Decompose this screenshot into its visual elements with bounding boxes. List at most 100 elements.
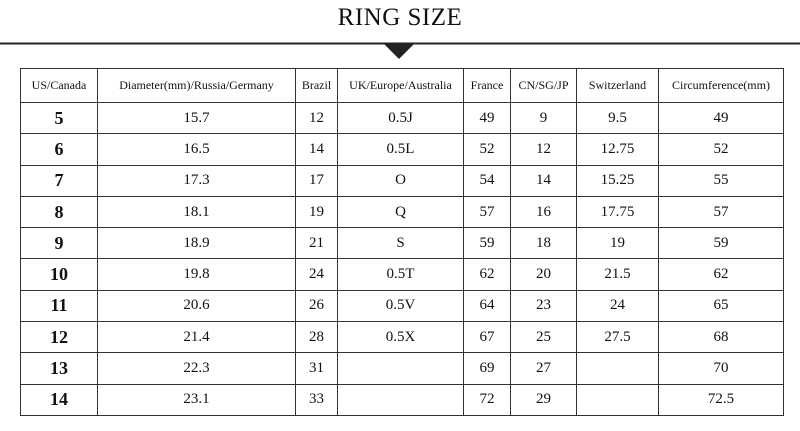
table-cell: 62 — [463, 258, 511, 291]
column-header: CN/SG/JP — [510, 68, 577, 103]
table-cell: 21 — [295, 227, 338, 260]
table-row: 7 17.3 17 O 54 14 15.25 55 — [20, 164, 784, 197]
table-cell: 22.3 — [97, 352, 296, 385]
table-cell: 52 — [658, 133, 784, 166]
table-cell: 72 — [463, 383, 511, 416]
table-cell: 26 — [295, 289, 338, 323]
ring-size: 9 — [20, 227, 98, 260]
column-header: Switzerland — [576, 68, 659, 103]
table-cell — [576, 352, 659, 385]
table-cell: S — [337, 227, 464, 260]
table-cell: 62 — [658, 258, 784, 291]
table-cell: 21.5 — [576, 258, 659, 291]
table-cell: 19.8 — [97, 258, 296, 291]
table-cell: 49 — [463, 101, 511, 135]
table-cell: 65 — [658, 289, 784, 323]
table-cell: 12 — [295, 101, 338, 135]
table-cell: 23 — [510, 289, 577, 323]
ring-size: 8 — [20, 195, 98, 229]
column-header: US/Canada — [20, 68, 98, 103]
ring-size: 5 — [20, 101, 98, 135]
table-cell: 18.9 — [97, 227, 296, 260]
table-cell: 70 — [658, 352, 784, 385]
column-header: France — [463, 68, 511, 103]
table-cell: 14 — [295, 133, 338, 166]
table-cell: 69 — [463, 352, 511, 385]
table-cell: 54 — [463, 164, 511, 197]
table-cell: 18.1 — [97, 195, 296, 229]
table-cell: 14 — [510, 164, 577, 197]
table-cell: 31 — [295, 352, 338, 385]
table-row: 12 21.4 28 0.5X 67 25 27.5 68 — [20, 321, 784, 354]
table-cell: 67 — [463, 321, 511, 354]
ring-size: 10 — [20, 258, 98, 291]
table-row: 9 18.9 21 S 59 18 19 59 — [20, 227, 784, 260]
table-row: 5 15.7 12 0.5J 49 9 9.5 49 — [20, 101, 784, 135]
ring-size: 7 — [20, 164, 98, 197]
table-cell: 24 — [576, 289, 659, 323]
title: RING SIZE — [337, 4, 463, 31]
table-cell: 52 — [463, 133, 511, 166]
table-row: 11 20.6 26 0.5V 64 23 24 65 — [20, 289, 784, 323]
table-cell: 23.1 — [97, 383, 296, 416]
ring-size: 12 — [20, 321, 98, 354]
table-body: 5 15.7 12 0.5J 49 9 9.5 49 6 16.5 14 0.5L 52 12 12.75 5… — [20, 101, 784, 416]
table-cell: 33 — [295, 383, 338, 416]
table-row: 14 23.1 33 72 29 72.5 — [20, 383, 784, 416]
table-cell: 49 — [658, 101, 784, 135]
table-cell: 0.5T — [337, 258, 464, 291]
table-cell: 17 — [295, 164, 338, 197]
table-cell: 27.5 — [576, 321, 659, 354]
ring-size: 13 — [20, 352, 98, 385]
table-cell: O — [337, 164, 464, 197]
table-cell: 19 — [576, 227, 659, 260]
table-cell: 29 — [510, 383, 577, 416]
table-cell: 72.5 — [658, 383, 784, 416]
table-cell: 20 — [510, 258, 577, 291]
ring-size: 14 — [20, 383, 98, 416]
table-cell: 59 — [463, 227, 511, 260]
table-cell: 12.75 — [576, 133, 659, 166]
table-cell: 16.5 — [97, 133, 296, 166]
table-cell: 9.5 — [576, 101, 659, 135]
table-cell: 15.25 — [576, 164, 659, 197]
table-row: 6 16.5 14 0.5L 52 12 12.75 52 — [20, 133, 784, 166]
table-cell: 18 — [510, 227, 577, 260]
table-row: 10 19.8 24 0.5T 62 20 21.5 62 — [20, 258, 784, 291]
divider — [0, 42, 800, 59]
ring-size: 11 — [20, 289, 98, 323]
table-cell: 25 — [510, 321, 577, 354]
table-cell: 16 — [510, 195, 577, 229]
table-cell: 57 — [463, 195, 511, 229]
table-cell: 0.5X — [337, 321, 464, 354]
table-cell: 55 — [658, 164, 784, 197]
table-cell: 0.5L — [337, 133, 464, 166]
column-header: UK/Europe/Australia — [337, 68, 464, 103]
table-cell: 15.7 — [97, 101, 296, 135]
table-cell: 28 — [295, 321, 338, 354]
table-cell — [576, 383, 659, 416]
table-cell: 17.75 — [576, 195, 659, 229]
table-cell: 68 — [658, 321, 784, 354]
table-cell — [337, 352, 464, 385]
table-cell: 19 — [295, 195, 338, 229]
table-row: 13 22.3 31 69 27 70 — [20, 352, 784, 385]
table-cell: 20.6 — [97, 289, 296, 323]
table-cell: 27 — [510, 352, 577, 385]
table-cell: 59 — [658, 227, 784, 260]
column-header: Circumference(mm) — [658, 68, 784, 103]
table-cell: 0.5V — [337, 289, 464, 323]
column-header: Brazil — [295, 68, 338, 103]
table-cell: 17.3 — [97, 164, 296, 197]
column-header: Diameter(mm)/Russia/Germany — [97, 68, 296, 103]
ring-size: 6 — [20, 133, 98, 166]
table-cell — [337, 383, 464, 416]
table-row: 8 18.1 19 Q 57 16 17.75 57 — [20, 195, 784, 229]
size-table: US/Canada Diameter(mm)/Russia/Germany Braz… — [20, 68, 784, 416]
table-cell: 24 — [295, 258, 338, 291]
table-cell: 9 — [510, 101, 577, 135]
table-cell: 0.5J — [337, 101, 464, 135]
table-cell: 57 — [658, 195, 784, 229]
table-cell: 64 — [463, 289, 511, 323]
